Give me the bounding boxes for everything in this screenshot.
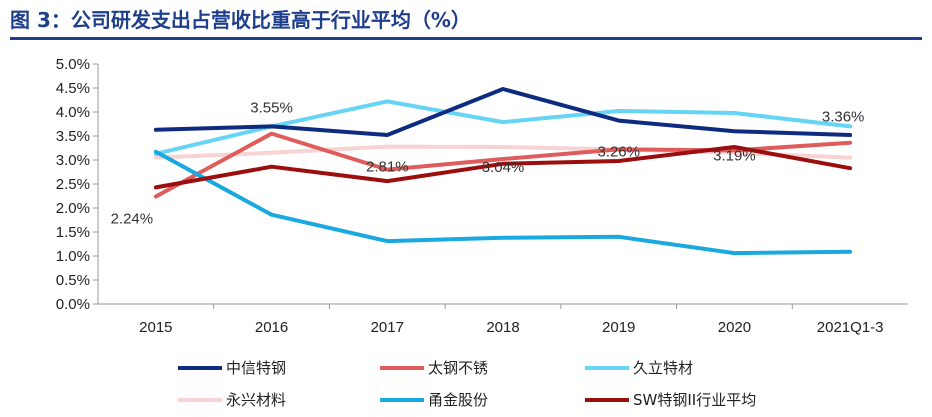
- legend-label: SW特钢II行业平均: [633, 391, 756, 409]
- series-line-5: [153, 145, 853, 190]
- y-tick-label: 5.0%: [56, 56, 90, 73]
- y-tick-label: 4.5%: [56, 80, 90, 97]
- y-tick-label: 4.0%: [56, 104, 90, 121]
- legend-label: 久立特材: [633, 359, 693, 377]
- data-label: 3.04%: [482, 159, 525, 176]
- y-tick-label: 2.5%: [56, 176, 90, 193]
- legend-label: 永兴材料: [226, 391, 286, 409]
- legend-item: 永兴材料: [178, 391, 286, 409]
- legend-item: 中信特钢: [178, 359, 286, 377]
- chart-title: 图 3：公司研发支出占营收比重高于行业平均（%）: [10, 8, 471, 32]
- legend-label: 甬金股份: [428, 391, 488, 409]
- data-label: 2.81%: [366, 159, 409, 176]
- x-tick-label: 2018: [486, 319, 519, 336]
- series-line-1: [153, 131, 853, 199]
- legend-item: SW特钢II行业平均: [585, 391, 756, 409]
- data-label: 3.55%: [250, 100, 293, 117]
- series-line-3: [153, 144, 853, 160]
- x-tick-label: 2015: [139, 319, 172, 336]
- series-line-0: [153, 87, 853, 137]
- y-tick-label: 3.0%: [56, 152, 90, 169]
- x-tick-label: 2021Q1-3: [817, 319, 884, 336]
- legend-item: 甬金股份: [380, 391, 488, 409]
- data-label: 3.19%: [713, 147, 756, 164]
- y-tick-label: 2.0%: [56, 200, 90, 217]
- legend-item: 太钢不锈: [380, 359, 488, 377]
- y-tick-label: 0.0%: [56, 296, 90, 313]
- data-label: 3.26%: [597, 143, 640, 160]
- y-tick-label: 3.5%: [56, 128, 90, 145]
- y-tick-label: 1.5%: [56, 224, 90, 241]
- data-label: 3.36%: [822, 109, 865, 126]
- title-underline: [10, 37, 922, 40]
- y-tick-label: 0.5%: [56, 272, 90, 289]
- x-tick-label: 2020: [718, 319, 751, 336]
- data-label: 2.24%: [111, 210, 154, 227]
- x-tick-label: 2017: [371, 319, 404, 336]
- legend-label: 中信特钢: [226, 359, 286, 377]
- x-tick-label: 2019: [602, 319, 635, 336]
- legend-label: 太钢不锈: [428, 359, 488, 377]
- series-line-4: [153, 149, 853, 256]
- y-tick-label: 1.0%: [56, 248, 90, 265]
- legend-item: 久立特材: [585, 359, 693, 377]
- x-tick-label: 2016: [255, 319, 288, 336]
